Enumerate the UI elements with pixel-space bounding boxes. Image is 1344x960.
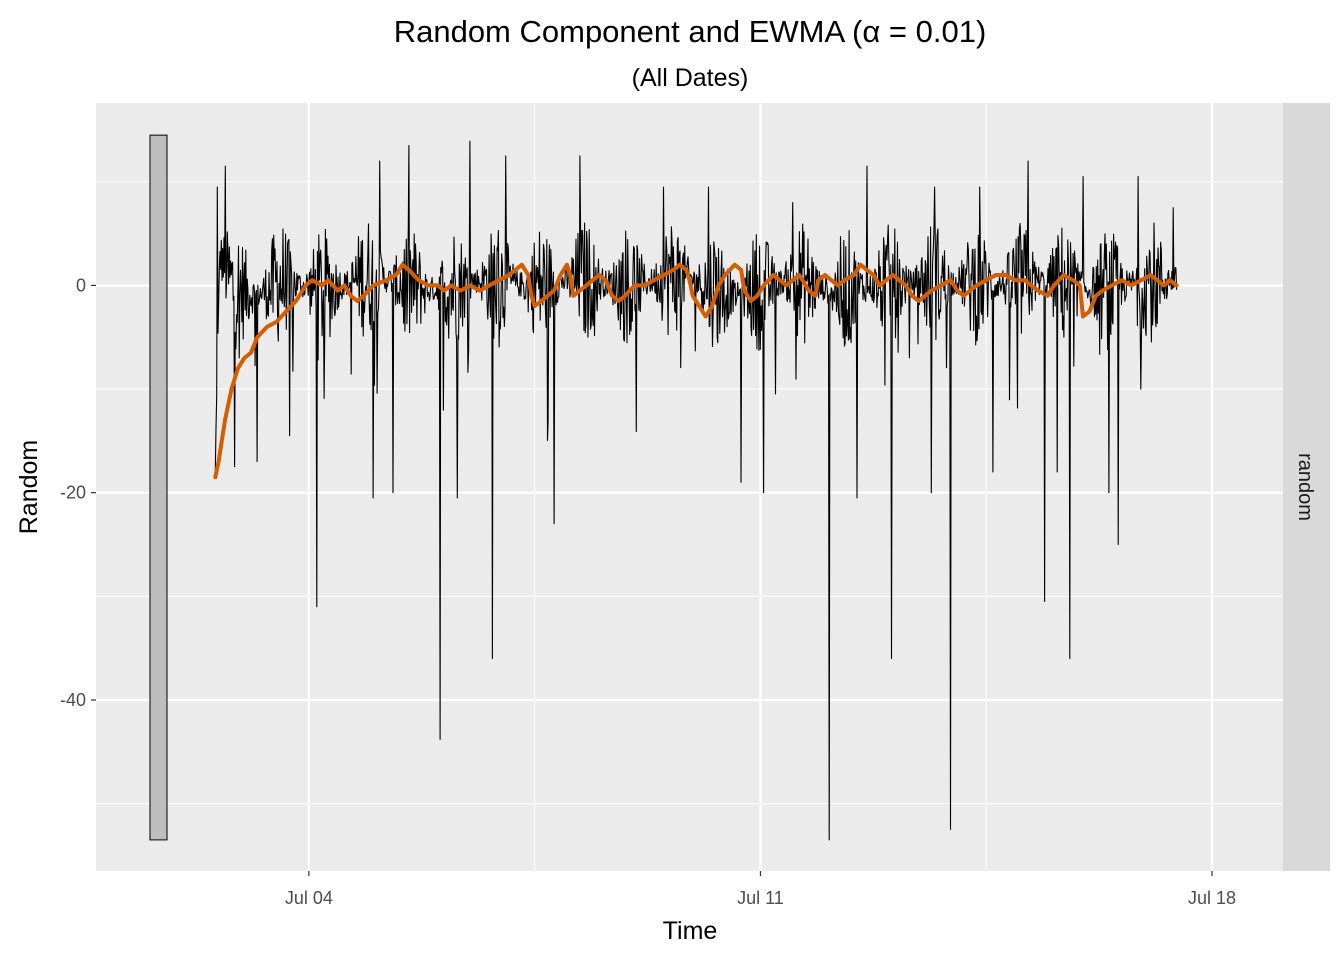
- series-layer: [213, 140, 1179, 841]
- random-series-line: [214, 140, 1178, 841]
- x-axis-title: Time: [663, 917, 718, 945]
- x-axis: Jul 04 Jul 11 Jul 18: [285, 871, 1236, 908]
- minor-gridlines: [96, 103, 1283, 871]
- x-tick-label: Jul 04: [285, 888, 333, 908]
- ewma-series-line: [213, 262, 1179, 480]
- x-tick-label: Jul 11: [737, 888, 784, 908]
- y-tick-label: 0: [76, 275, 86, 295]
- facet-strip: [1283, 103, 1330, 871]
- range-bar: [149, 134, 168, 841]
- chart-subtitle: (All Dates): [632, 64, 749, 92]
- range-bar-layer: [149, 134, 168, 841]
- y-axis-title: Random: [15, 440, 43, 535]
- y-tick-label: -40: [60, 690, 86, 710]
- x-tick-label: Jul 18: [1188, 888, 1236, 908]
- chart-title: Random Component and EWMA (α = 0.01): [394, 14, 987, 49]
- facet-strip-label: random: [1294, 453, 1316, 521]
- y-tick-label: -20: [60, 483, 86, 503]
- plot-panel: [96, 103, 1283, 871]
- y-axis: -40 -20 0: [60, 275, 96, 710]
